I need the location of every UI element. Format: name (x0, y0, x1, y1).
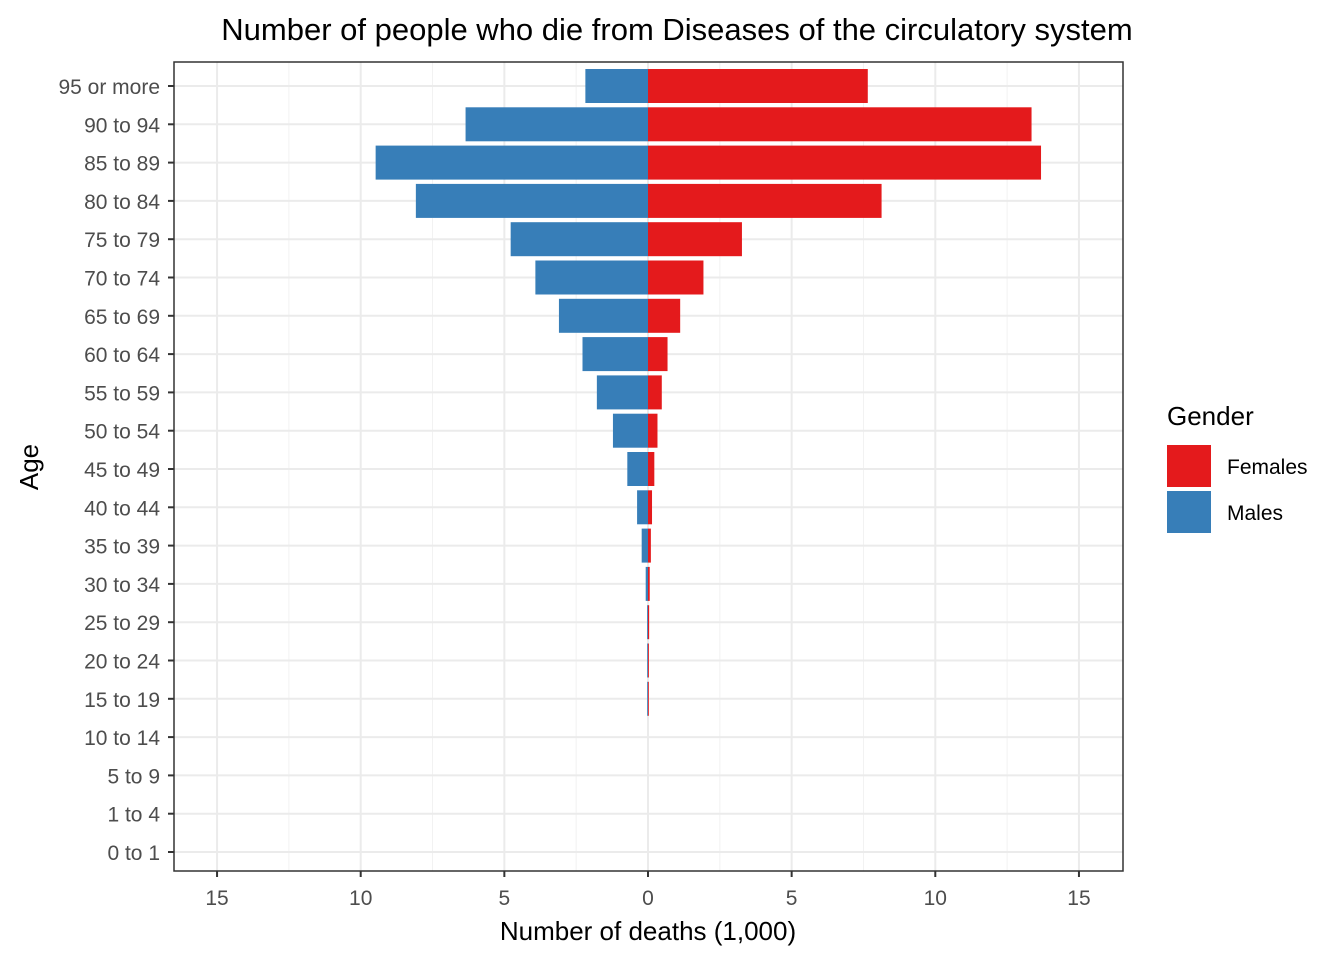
y-tick-label: 35 to 39 (84, 536, 160, 559)
x-axis-title: Number of deaths (1,000) (500, 916, 796, 946)
bar-females (648, 528, 651, 563)
bar-males (645, 566, 648, 601)
y-tick-label: 80 to 84 (84, 191, 160, 214)
bar-males (415, 183, 648, 218)
legend-label: Females (1227, 456, 1308, 479)
y-tick-label: 40 to 44 (84, 497, 160, 520)
bar-females (648, 260, 704, 295)
legend: Gender Females Males (1167, 401, 1308, 533)
bar-females (648, 298, 681, 333)
chart-title: Number of people who die from Diseases o… (221, 12, 1132, 47)
x-tick-label: 0 (642, 887, 654, 910)
bar-males (641, 528, 648, 563)
y-tick-label: 70 to 74 (84, 268, 160, 291)
bar-males (535, 260, 648, 295)
bar-females (648, 69, 868, 103)
x-tick-label: 5 (786, 887, 798, 910)
legend-label: Males (1227, 502, 1283, 525)
bar-females (648, 145, 1042, 180)
y-tick-label: 45 to 49 (84, 459, 160, 482)
bar-females (648, 643, 649, 678)
bar-females (648, 107, 1032, 142)
bar-males (582, 337, 648, 372)
y-tick-label: 0 to 1 (107, 842, 160, 865)
x-tick-label: 15 (1067, 887, 1090, 910)
y-tick-label: 5 to 9 (107, 765, 160, 788)
y-axis: 0 to 1 1 to 4 5 to 9 10 to 14 15 to 19 20 to … (58, 76, 174, 865)
y-tick-label: 1 to 4 (107, 804, 160, 827)
bar-females (648, 183, 882, 218)
bar-males (465, 107, 648, 142)
y-tick-label: 50 to 54 (84, 421, 160, 444)
y-tick-label: 20 to 24 (84, 651, 160, 674)
bar-males (596, 375, 648, 410)
y-tick-label: 10 to 14 (84, 727, 160, 750)
legend-key-females (1167, 445, 1211, 487)
bar-females (648, 490, 653, 525)
y-tick-label: 55 to 59 (84, 382, 160, 405)
bar-males (612, 413, 648, 448)
legend-key-males (1167, 491, 1211, 533)
bar-males (375, 145, 648, 180)
y-tick-label: 95 or more (58, 76, 160, 99)
bar-females (648, 222, 742, 257)
y-tick-label: 65 to 69 (84, 306, 160, 329)
bar-females (648, 452, 655, 486)
y-tick-label: 60 to 64 (84, 344, 160, 367)
bar-males (647, 681, 648, 716)
y-tick-label: 15 to 19 (84, 689, 160, 712)
bar-females (648, 337, 668, 372)
bar-males (637, 490, 648, 525)
bar-males (647, 643, 648, 678)
bar-males (558, 298, 648, 333)
bars-layer (375, 69, 1042, 716)
y-tick-label: 25 to 29 (84, 612, 160, 635)
bar-males (585, 69, 648, 103)
bar-males (510, 222, 648, 257)
bar-females (648, 375, 662, 410)
y-tick-label: 85 to 89 (84, 153, 160, 176)
y-axis-title: Age (14, 444, 44, 490)
x-tick-label: 10 (924, 887, 947, 910)
bar-females (648, 605, 650, 640)
y-tick-label: 90 to 94 (84, 114, 160, 137)
y-tick-label: 75 to 79 (84, 229, 160, 252)
bar-females (648, 566, 650, 601)
bar-males (647, 605, 648, 640)
bar-males (627, 452, 648, 486)
x-axis: 15 10 5 0 5 10 15 (205, 871, 1091, 910)
bar-females (648, 681, 649, 716)
x-tick-label: 10 (349, 887, 372, 910)
x-tick-label: 5 (499, 887, 511, 910)
x-tick-label: 15 (205, 887, 228, 910)
legend-title: Gender (1167, 401, 1254, 431)
bar-females (648, 413, 658, 448)
y-tick-label: 30 to 34 (84, 574, 160, 597)
